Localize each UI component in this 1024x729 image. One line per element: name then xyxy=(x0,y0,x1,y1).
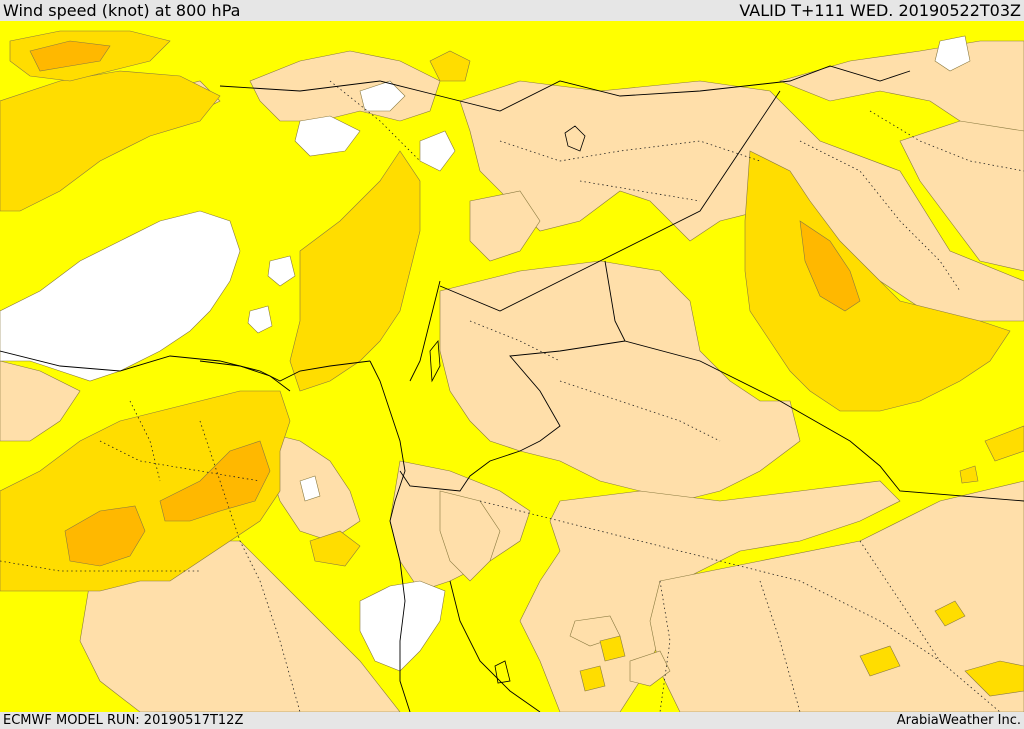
credit-label: ArabiaWeather Inc. xyxy=(896,713,1021,728)
calm-regions xyxy=(0,35,971,672)
map-title: Wind speed (knot) at 800 hPa xyxy=(3,1,241,20)
wind-speed-map xyxy=(0,21,1024,712)
province-boundaries xyxy=(0,80,1024,712)
map-footer: ECMWF MODEL RUN: 20190517T12Z ArabiaWeat… xyxy=(0,712,1024,729)
valid-time: VALID T+111 WED. 20190522T03Z xyxy=(739,1,1021,20)
small-high-wind-patches xyxy=(859,425,1024,697)
high-wind-regions xyxy=(0,30,1011,692)
model-run-label: ECMWF MODEL RUN: 20190517T12Z xyxy=(3,713,244,728)
country-borders xyxy=(0,65,1024,712)
highest-wind-cores xyxy=(29,40,861,567)
small-lake-outlines xyxy=(429,125,586,684)
map-header: Wind speed (knot) at 800 hPa VALID T+111… xyxy=(0,0,1024,21)
